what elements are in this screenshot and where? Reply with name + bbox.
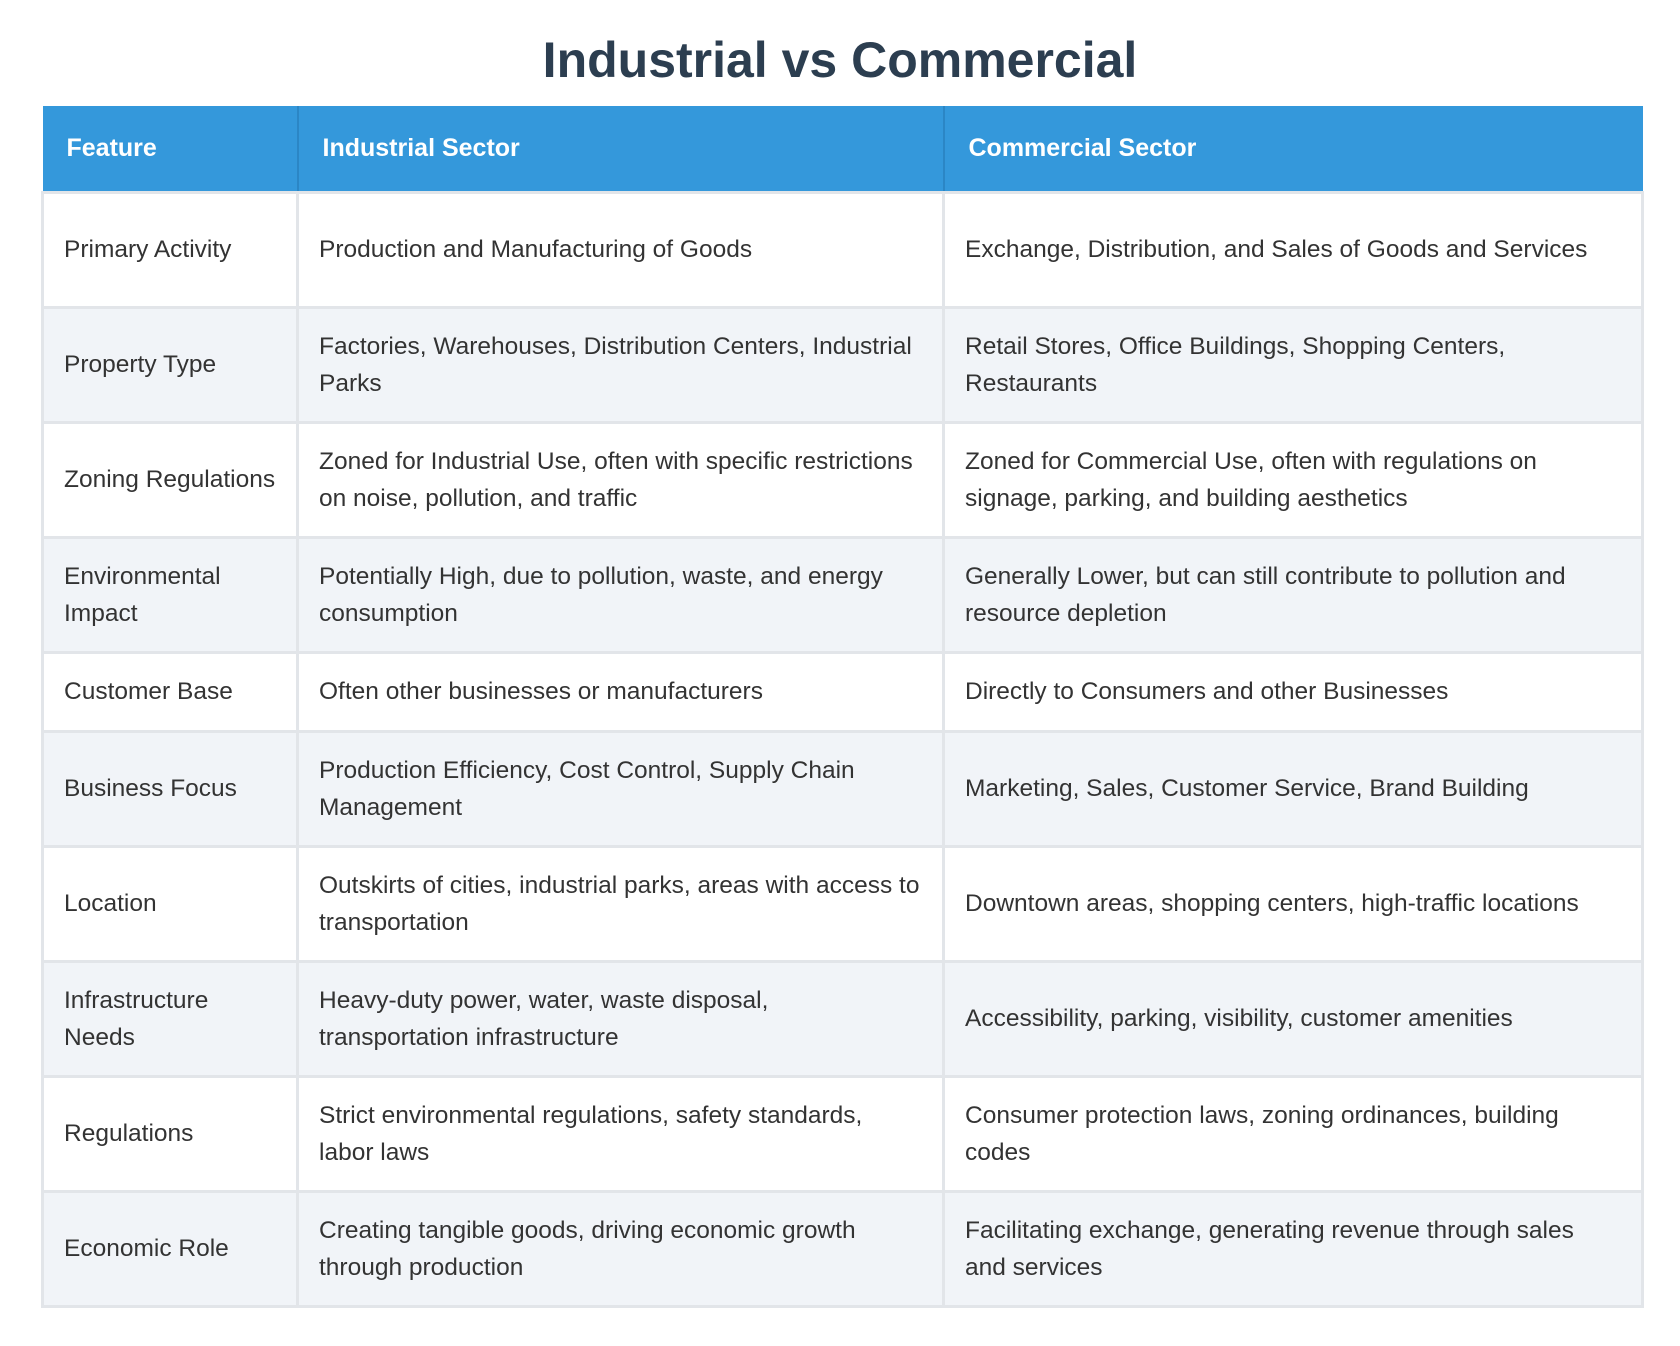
feature-cell: Economic Role [41,1189,299,1308]
feature-cell: Regulations [41,1074,299,1193]
table-row: Infrastructure Needs Heavy-duty power, w… [41,959,1644,1078]
commercial-cell: Retail Stores, Office Buildings, Shoppin… [942,305,1644,424]
industrial-cell: Strict environmental regulations, safety… [296,1074,945,1193]
page-title: Industrial vs Commercial [542,32,1138,88]
table-row: Zoning Regulations Zoned for Industrial … [41,420,1644,539]
table-row: Customer Base Often other businesses or … [41,650,1644,733]
industrial-cell: Outskirts of cities, industrial parks, a… [296,844,945,963]
industrial-cell: Often other businesses or manufacturers [296,650,945,733]
industrial-cell: Production Efficiency, Cost Control, Sup… [296,729,945,848]
commercial-cell: Downtown areas, shopping centers, high-t… [942,844,1644,963]
feature-cell: Business Focus [41,729,299,848]
industrial-cell: Production and Manufacturing of Goods [296,190,945,309]
commercial-cell: Generally Lower, but can still contribut… [942,535,1644,654]
feature-cell: Primary Activity [41,190,299,309]
feature-cell: Environmental Impact [41,535,299,654]
commercial-cell: Facilitating exchange, generating revenu… [942,1189,1644,1308]
table-row: Business Focus Production Efficiency, Co… [41,729,1644,848]
feature-cell: Infrastructure Needs [41,959,299,1078]
comparison-table-container: Feature Industrial Sector Commercial Sec… [41,106,1644,1308]
industrial-cell: Potentially High, due to pollution, wast… [296,535,945,654]
table-header: Feature Industrial Sector Commercial Sec… [42,106,1643,193]
header-row: Feature Industrial Sector Commercial Sec… [42,106,1643,193]
header-feature: Feature [42,106,299,193]
table-row: Regulations Strict environmental regulat… [41,1074,1644,1193]
feature-cell: Location [41,844,299,963]
header-industrial-sector: Industrial Sector [297,106,945,193]
comparison-table: Feature Industrial Sector Commercial Sec… [41,106,1644,1308]
commercial-cell: Exchange, Distribution, and Sales of Goo… [942,190,1644,309]
feature-cell: Customer Base [41,650,299,733]
table-row: Primary Activity Production and Manufact… [41,190,1644,309]
table-row: Environmental Impact Potentially High, d… [41,535,1644,654]
industrial-cell: Zoned for Industrial Use, often with spe… [296,420,945,539]
feature-cell: Zoning Regulations [41,420,299,539]
commercial-cell: Consumer protection laws, zoning ordinan… [942,1074,1644,1193]
table-row: Property Type Factories, Warehouses, Dis… [41,305,1644,424]
table-body: Primary Activity Production and Manufact… [41,190,1644,1308]
commercial-cell: Zoned for Commercial Use, often with reg… [942,420,1644,539]
industrial-cell: Factories, Warehouses, Distribution Cent… [296,305,945,424]
industrial-cell: Creating tangible goods, driving economi… [296,1189,945,1308]
industrial-cell: Heavy-duty power, water, waste disposal,… [296,959,945,1078]
commercial-cell: Directly to Consumers and other Business… [942,650,1644,733]
feature-cell: Property Type [41,305,299,424]
table-row: Location Outskirts of cities, industrial… [41,844,1644,963]
commercial-cell: Marketing, Sales, Customer Service, Bran… [942,729,1644,848]
header-commercial-sector: Commercial Sector [943,106,1643,193]
table-row: Economic Role Creating tangible goods, d… [41,1189,1644,1308]
commercial-cell: Accessibility, parking, visibility, cust… [942,959,1644,1078]
